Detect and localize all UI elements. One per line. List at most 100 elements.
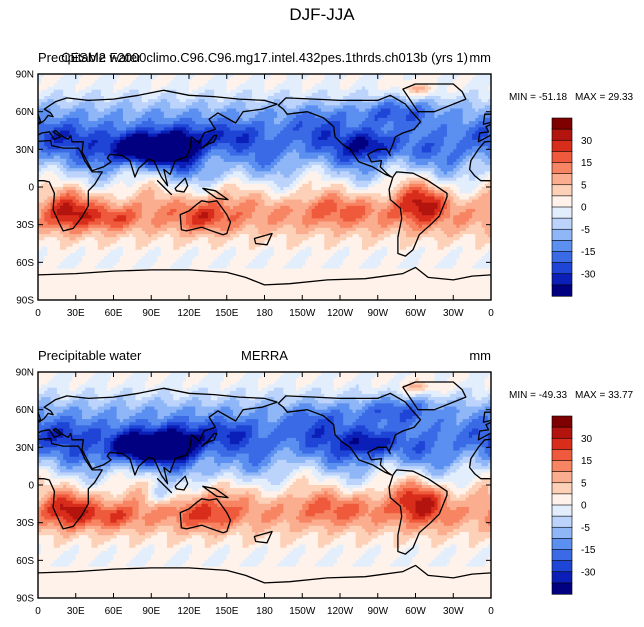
heatmap-cell xyxy=(314,168,319,172)
heatmap-cell xyxy=(242,174,247,178)
heatmap-cell xyxy=(38,130,42,135)
heatmap-cell xyxy=(384,111,388,116)
heatmap-cell xyxy=(38,89,42,94)
heatmap-cell xyxy=(154,177,158,182)
heatmap-cell xyxy=(277,177,281,182)
heatmap-cell xyxy=(465,114,470,119)
heatmap-cell xyxy=(63,174,67,178)
heatmap-cell xyxy=(431,149,435,153)
heatmap-cell xyxy=(384,127,388,131)
heatmap-cell xyxy=(465,99,470,103)
heatmap-cell xyxy=(151,124,155,128)
heatmap-cell xyxy=(456,124,460,128)
heatmap-cell xyxy=(223,80,228,84)
heatmap-cell xyxy=(192,80,196,84)
heatmap-cell xyxy=(226,158,231,163)
heatmap-cell xyxy=(154,77,158,81)
heatmap-cell xyxy=(170,108,174,113)
heatmap-cell xyxy=(126,77,130,81)
heatmap-cell xyxy=(280,168,284,172)
heatmap-cell xyxy=(415,130,420,135)
heatmap-cell xyxy=(251,111,256,116)
heatmap-cell xyxy=(324,99,328,103)
heatmap-cell xyxy=(44,86,48,91)
heatmap-cell xyxy=(434,165,438,169)
heatmap-cell xyxy=(239,139,243,144)
heatmap-cell xyxy=(94,124,99,128)
heatmap-cell xyxy=(122,108,127,113)
heatmap-cell xyxy=(295,86,300,91)
heatmap-cell xyxy=(437,177,442,182)
heatmap-cell xyxy=(355,121,360,125)
heatmap-cell xyxy=(437,149,442,153)
heatmap-cell xyxy=(311,121,316,125)
heatmap-cell xyxy=(60,77,64,81)
heatmap-cell xyxy=(415,139,420,144)
heatmap-cell xyxy=(226,86,231,91)
heatmap-cell xyxy=(217,86,221,91)
heatmap-cell xyxy=(38,171,42,175)
heatmap-cell xyxy=(289,114,294,119)
heatmap-cell xyxy=(236,155,240,160)
heatmap-cell xyxy=(38,161,42,166)
heatmap-cell xyxy=(75,152,80,157)
heatmap-cell xyxy=(468,130,473,135)
heatmap-cell xyxy=(229,130,234,135)
heatmap-cell xyxy=(349,177,353,182)
heatmap-cell xyxy=(424,105,429,109)
heatmap-cell xyxy=(132,165,136,169)
heatmap-cell xyxy=(387,143,391,147)
heatmap-cell xyxy=(104,149,108,153)
heatmap-cell xyxy=(255,133,259,138)
heatmap-cell xyxy=(110,136,114,141)
heatmap-cell xyxy=(251,77,256,81)
heatmap-cell xyxy=(484,105,489,109)
heatmap-cell xyxy=(239,174,243,178)
heatmap-cell xyxy=(321,127,325,131)
heatmap-cell xyxy=(245,136,250,141)
heatmap-cell xyxy=(160,108,165,113)
heatmap-cell xyxy=(321,130,325,135)
heatmap-cell xyxy=(148,171,152,175)
heatmap-cell xyxy=(220,86,225,91)
heatmap-cell xyxy=(176,180,180,185)
heatmap-cell xyxy=(437,146,442,150)
heatmap-cell xyxy=(242,95,247,100)
heatmap-cell xyxy=(277,105,281,109)
heatmap-cell xyxy=(38,127,42,131)
heatmap-cell xyxy=(38,86,42,91)
heatmap-cell xyxy=(201,83,206,87)
heatmap-cell xyxy=(166,99,171,103)
heatmap-cell xyxy=(340,136,344,141)
heatmap-cell xyxy=(75,133,80,138)
heatmap-cell xyxy=(418,83,423,87)
heatmap-cell xyxy=(116,77,121,81)
heatmap-cell xyxy=(270,74,275,78)
heatmap-cell xyxy=(182,117,187,122)
heatmap-cell xyxy=(185,121,190,125)
heatmap-cell xyxy=(207,86,212,91)
heatmap-cell xyxy=(406,165,410,169)
heatmap-cell xyxy=(390,102,394,106)
heatmap-cell xyxy=(418,146,423,150)
heatmap-cell xyxy=(229,117,234,122)
heatmap-cell xyxy=(66,86,70,91)
heatmap-cell xyxy=(431,92,435,97)
heatmap-cell xyxy=(182,180,187,185)
heatmap-cell xyxy=(273,127,278,131)
heatmap-cell xyxy=(63,149,67,153)
heatmap-cell xyxy=(478,161,482,166)
heatmap-cell xyxy=(214,80,218,84)
heatmap-cell xyxy=(53,139,58,144)
heatmap-cell xyxy=(311,155,316,160)
heatmap-cell xyxy=(170,149,174,153)
heatmap-cell xyxy=(122,99,127,103)
heatmap-cell xyxy=(192,149,196,153)
heatmap-cell xyxy=(41,111,45,116)
heatmap-cell xyxy=(295,136,300,141)
heatmap-cell xyxy=(138,146,143,150)
heatmap-cell xyxy=(53,74,58,78)
heatmap-cell xyxy=(135,74,140,78)
heatmap-cell xyxy=(453,89,457,94)
heatmap-cell xyxy=(138,83,143,87)
